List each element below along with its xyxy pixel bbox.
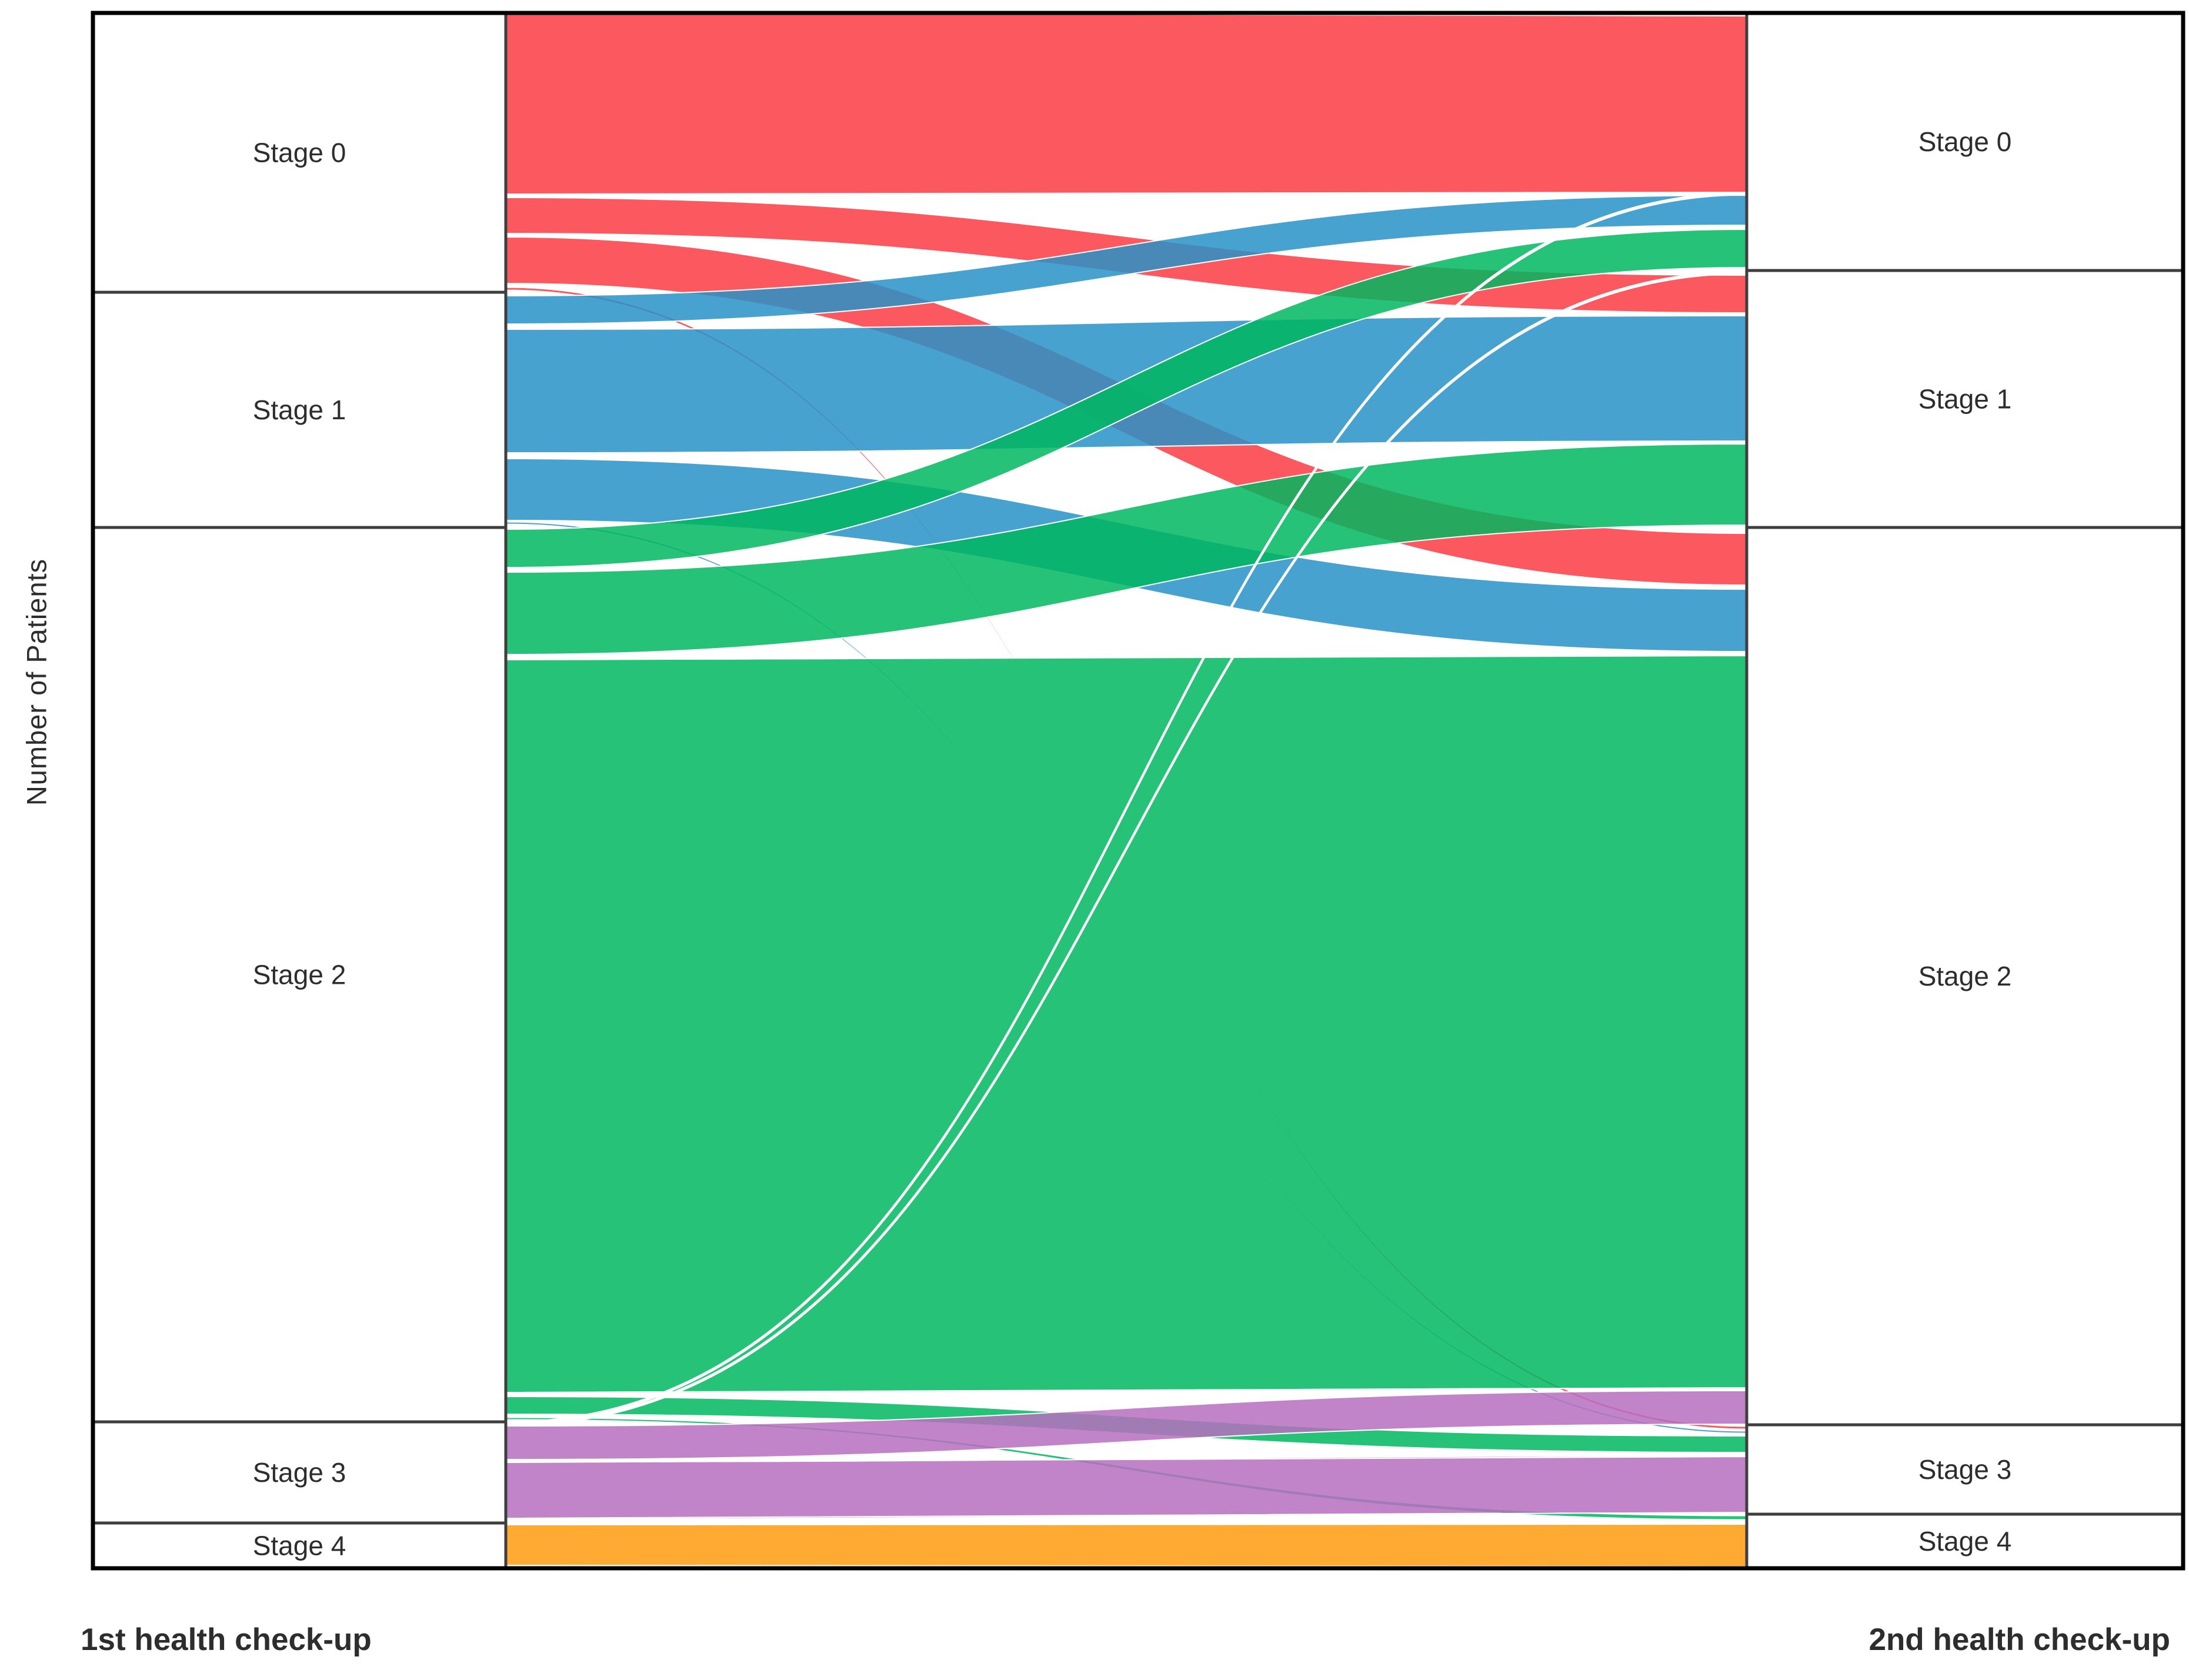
node-box-left-Stage1: [91, 290, 508, 529]
node-box-left-Stage4: [91, 1521, 508, 1570]
node-box-left-Stage3: [91, 1420, 508, 1525]
node-label-right-Stage1: Stage 1: [1918, 384, 2012, 415]
flow-ribbon-Stage3-to-Stage3: [505, 1455, 1747, 1519]
node-label-right-Stage4: Stage 4: [1918, 1526, 2012, 1557]
node-label-right-Stage2: Stage 2: [1918, 961, 2012, 991]
flow-ribbon-Stage2-to-Stage2: [505, 654, 1747, 1394]
x-axis-label-second-checkup: 2nd health check-up: [1868, 1622, 2170, 1657]
node-label-left-Stage1: Stage 1: [253, 395, 346, 425]
node-box-right-Stage0: [1745, 11, 2185, 272]
node-box-right-Stage2: [1745, 526, 2185, 1427]
node-label-right-Stage0: Stage 0: [1918, 126, 2012, 157]
flow-ribbon-Stage4-to-Stage4: [505, 1523, 1747, 1568]
node-label-left-Stage2: Stage 2: [253, 960, 346, 990]
flow-ribbon-Stage0-to-Stage0: [505, 12, 1747, 195]
plot-outer-border: [91, 11, 2185, 1571]
node-label-right-Stage3: Stage 3: [1918, 1454, 2012, 1485]
node-label-left-Stage4: Stage 4: [253, 1531, 346, 1561]
node-label-left-Stage0: Stage 0: [253, 138, 346, 168]
x-axis-label-first-checkup: 1st health check-up: [81, 1622, 372, 1657]
y-axis-label: Number of Patients: [21, 558, 52, 806]
node-label-left-Stage3: Stage 3: [253, 1457, 346, 1488]
